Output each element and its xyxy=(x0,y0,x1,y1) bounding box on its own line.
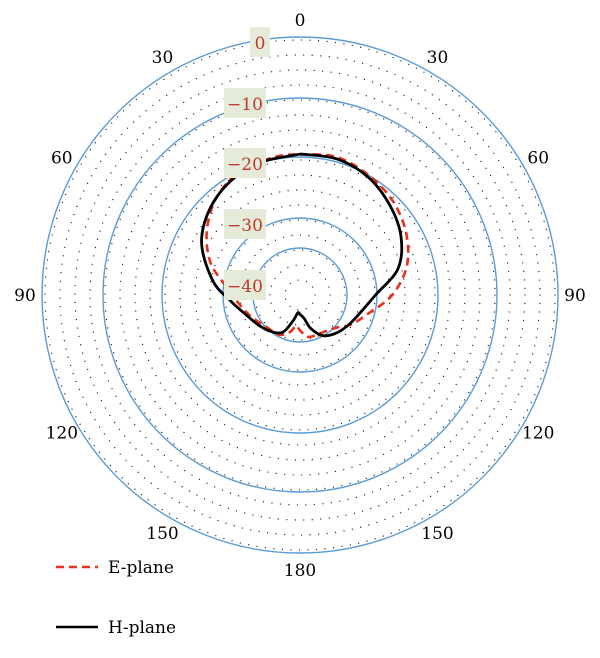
grid-dot-circle xyxy=(209,204,391,386)
grid-dot-circle xyxy=(269,264,331,326)
radial-tick-label-0: 0 xyxy=(255,34,266,54)
angle-tick-label-270: 90 xyxy=(14,286,36,306)
angle-tick-label-240: 120 xyxy=(46,424,78,444)
grid-dot-circle xyxy=(179,174,421,416)
series-line-h-plane xyxy=(200,152,404,338)
grid-ring-0 xyxy=(41,36,559,554)
radial-tick-label-20: −20 xyxy=(227,155,263,175)
radial-tick-box-30 xyxy=(224,209,266,239)
angle-tick-label-30: 30 xyxy=(427,48,449,68)
legend-label-h-plane: H-plane xyxy=(108,618,176,638)
dotted-grid xyxy=(44,39,556,551)
grid-ring-20 xyxy=(161,156,439,434)
angle-tick-label-60: 60 xyxy=(527,149,549,169)
angle-tick-label-210: 150 xyxy=(146,524,178,544)
legend-item-h-plane: H-plane xyxy=(56,618,176,638)
legend: E-plane H-plane xyxy=(56,558,176,638)
grid-dot-circle xyxy=(119,114,481,476)
angle-tick-label-300: 60 xyxy=(51,149,73,169)
grid-dot-circle xyxy=(104,99,496,491)
radial-tick-label-40: −40 xyxy=(227,277,263,297)
radial-tick-box-40 xyxy=(224,270,266,300)
radial-tick-box-0 xyxy=(250,27,270,57)
legend-label-e-plane: E-plane xyxy=(108,558,174,578)
grid-dot-circle xyxy=(89,84,511,506)
angle-tick-label-330: 30 xyxy=(152,48,174,68)
angle-tick-label-150: 150 xyxy=(421,524,453,544)
legend-item-e-plane: E-plane xyxy=(56,558,174,578)
grid-dot-circle xyxy=(74,69,526,521)
angle-tick-label-120: 120 xyxy=(522,424,554,444)
grid-rings xyxy=(41,36,559,554)
radial-tick-labels: 0 −10 −20 −30 −40 xyxy=(224,27,270,300)
angle-tick-labels: 0 30 60 90 120 150 180 150 120 90 60 30 xyxy=(14,11,586,581)
angle-tick-label-0: 0 xyxy=(295,11,306,31)
series-lines xyxy=(200,152,410,339)
series-line-e-plane xyxy=(205,152,410,339)
radial-tick-box-20 xyxy=(224,148,266,178)
grid-dot-circle xyxy=(164,159,436,431)
grid-dot-circle xyxy=(194,189,406,401)
grid-dot-circle xyxy=(134,129,466,461)
grid-dot-circle xyxy=(44,39,556,551)
grid-dot-circle xyxy=(254,249,346,341)
radial-tick-label-10: −10 xyxy=(227,95,263,115)
radial-tick-label-30: −30 xyxy=(227,216,263,236)
angle-tick-label-90: 90 xyxy=(564,286,586,306)
grid-dot-circle xyxy=(149,144,451,446)
grid-dot-circle xyxy=(284,279,316,311)
radial-tick-box-10 xyxy=(224,88,266,118)
angle-tick-label-180: 180 xyxy=(284,561,316,581)
grid-ring-10 xyxy=(102,97,498,493)
grid-dot-circle xyxy=(59,54,541,536)
